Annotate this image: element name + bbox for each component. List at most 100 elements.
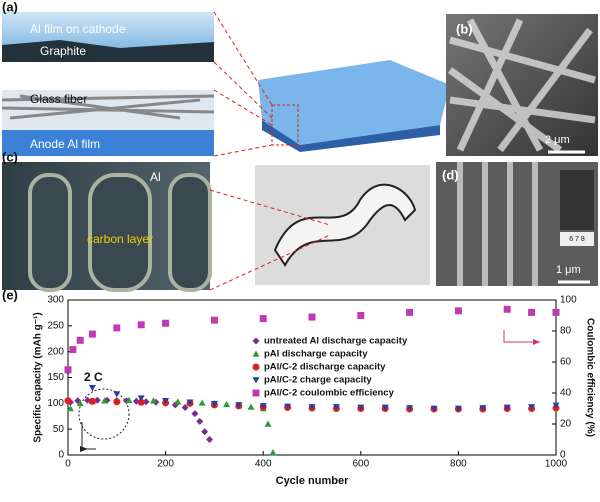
annotation-circle xyxy=(78,388,130,440)
marker xyxy=(198,399,206,406)
legend-label: pAl/C-2 coulombic efficiency xyxy=(264,388,395,399)
marker xyxy=(552,308,560,316)
marker xyxy=(454,405,462,412)
legend-label: pAl/C-2 discharge capacity xyxy=(264,362,386,373)
marker xyxy=(162,319,170,327)
marker xyxy=(247,403,255,410)
marker xyxy=(162,397,170,405)
marker xyxy=(308,404,316,411)
x-tick-label: 0 xyxy=(65,459,71,470)
x-tick-label: 600 xyxy=(352,459,369,470)
x-tick-label: 400 xyxy=(255,459,272,470)
marker xyxy=(252,337,260,345)
label: carbon layer xyxy=(87,232,153,246)
image xyxy=(560,232,594,246)
marker xyxy=(113,324,121,332)
y2-tick-label: 20 xyxy=(560,419,572,430)
marker xyxy=(174,398,182,405)
legend-label: pAl/C-2 charge capacity xyxy=(264,375,372,386)
arrow xyxy=(533,339,540,345)
marker xyxy=(186,399,194,406)
y-tick-label: 50 xyxy=(53,424,65,435)
marker xyxy=(88,330,96,338)
marker xyxy=(206,436,214,443)
marker xyxy=(137,395,145,402)
marker xyxy=(88,385,96,392)
y-tick-label: 250 xyxy=(47,320,64,331)
y2-tick-label: 80 xyxy=(560,326,572,337)
marker xyxy=(430,405,438,412)
marker xyxy=(264,420,272,427)
y2-tick-label: 100 xyxy=(560,295,577,306)
marker xyxy=(503,404,511,411)
x-tick-label: 800 xyxy=(450,459,467,470)
y-axis-label: Specific capacity (mAh g⁻¹) xyxy=(33,312,44,442)
marker xyxy=(64,397,72,405)
panel-label: (a) xyxy=(2,0,18,14)
marker xyxy=(235,402,243,409)
y-tick-label: 150 xyxy=(47,372,64,383)
panel-c: (c) Al carbon layer xyxy=(2,149,430,292)
image xyxy=(2,40,214,62)
label: Graphite xyxy=(40,44,86,58)
legend-label: pAl discharge capacity xyxy=(264,349,368,360)
image xyxy=(262,120,440,152)
marker xyxy=(76,336,84,344)
image xyxy=(258,60,450,145)
image xyxy=(2,130,214,156)
y-tick-label: 300 xyxy=(47,295,64,306)
legend-label: untreated Al discharge capacity xyxy=(264,336,408,347)
marker xyxy=(191,410,199,418)
marker xyxy=(76,399,84,407)
arrow xyxy=(80,446,88,452)
y-tick-label: 0 xyxy=(58,450,64,461)
annotation: 2 C xyxy=(84,370,103,384)
marker xyxy=(259,315,267,323)
image xyxy=(1,94,215,120)
marker xyxy=(552,402,560,409)
marker xyxy=(252,350,260,357)
panel-a: (a) Al film on cathode Graphite Glass fi… xyxy=(1,0,450,157)
panel-label: (b) xyxy=(456,21,473,36)
panel-label: (c) xyxy=(2,149,18,164)
marker xyxy=(357,312,365,319)
marker xyxy=(196,417,204,425)
label: Al xyxy=(150,170,161,184)
image xyxy=(168,173,212,292)
image xyxy=(28,173,72,292)
image xyxy=(447,18,596,153)
marker xyxy=(284,403,292,410)
scale-label: 1 μm xyxy=(556,264,581,276)
marker xyxy=(113,391,121,398)
marker xyxy=(223,400,231,408)
label: Anode Al film xyxy=(30,137,100,151)
y2-tick-label: 40 xyxy=(560,388,572,399)
connector xyxy=(209,189,331,291)
y2-tick-label: 60 xyxy=(560,357,572,368)
marker xyxy=(101,397,109,404)
panel-b: (b) 2 μm xyxy=(446,14,598,156)
marker xyxy=(125,396,133,404)
image xyxy=(560,170,594,230)
marker xyxy=(137,398,145,406)
y-tick-label: 200 xyxy=(47,346,64,357)
marker xyxy=(201,428,209,436)
image xyxy=(88,173,152,292)
marker xyxy=(528,308,536,316)
marker xyxy=(308,313,316,321)
marker xyxy=(454,307,462,315)
marker xyxy=(357,404,365,411)
marker xyxy=(252,363,260,371)
label: Al film on cathode xyxy=(30,22,126,36)
marker xyxy=(137,321,145,329)
y2-axis-label: Coulombic efficiency (%) xyxy=(584,318,595,437)
marker xyxy=(503,305,511,313)
marker xyxy=(88,397,96,405)
marker xyxy=(181,403,189,411)
x-tick-label: 200 xyxy=(157,459,174,470)
marker xyxy=(479,405,487,412)
marker xyxy=(406,308,414,316)
arrow xyxy=(503,330,540,343)
marker xyxy=(149,397,157,404)
marker xyxy=(64,366,72,374)
